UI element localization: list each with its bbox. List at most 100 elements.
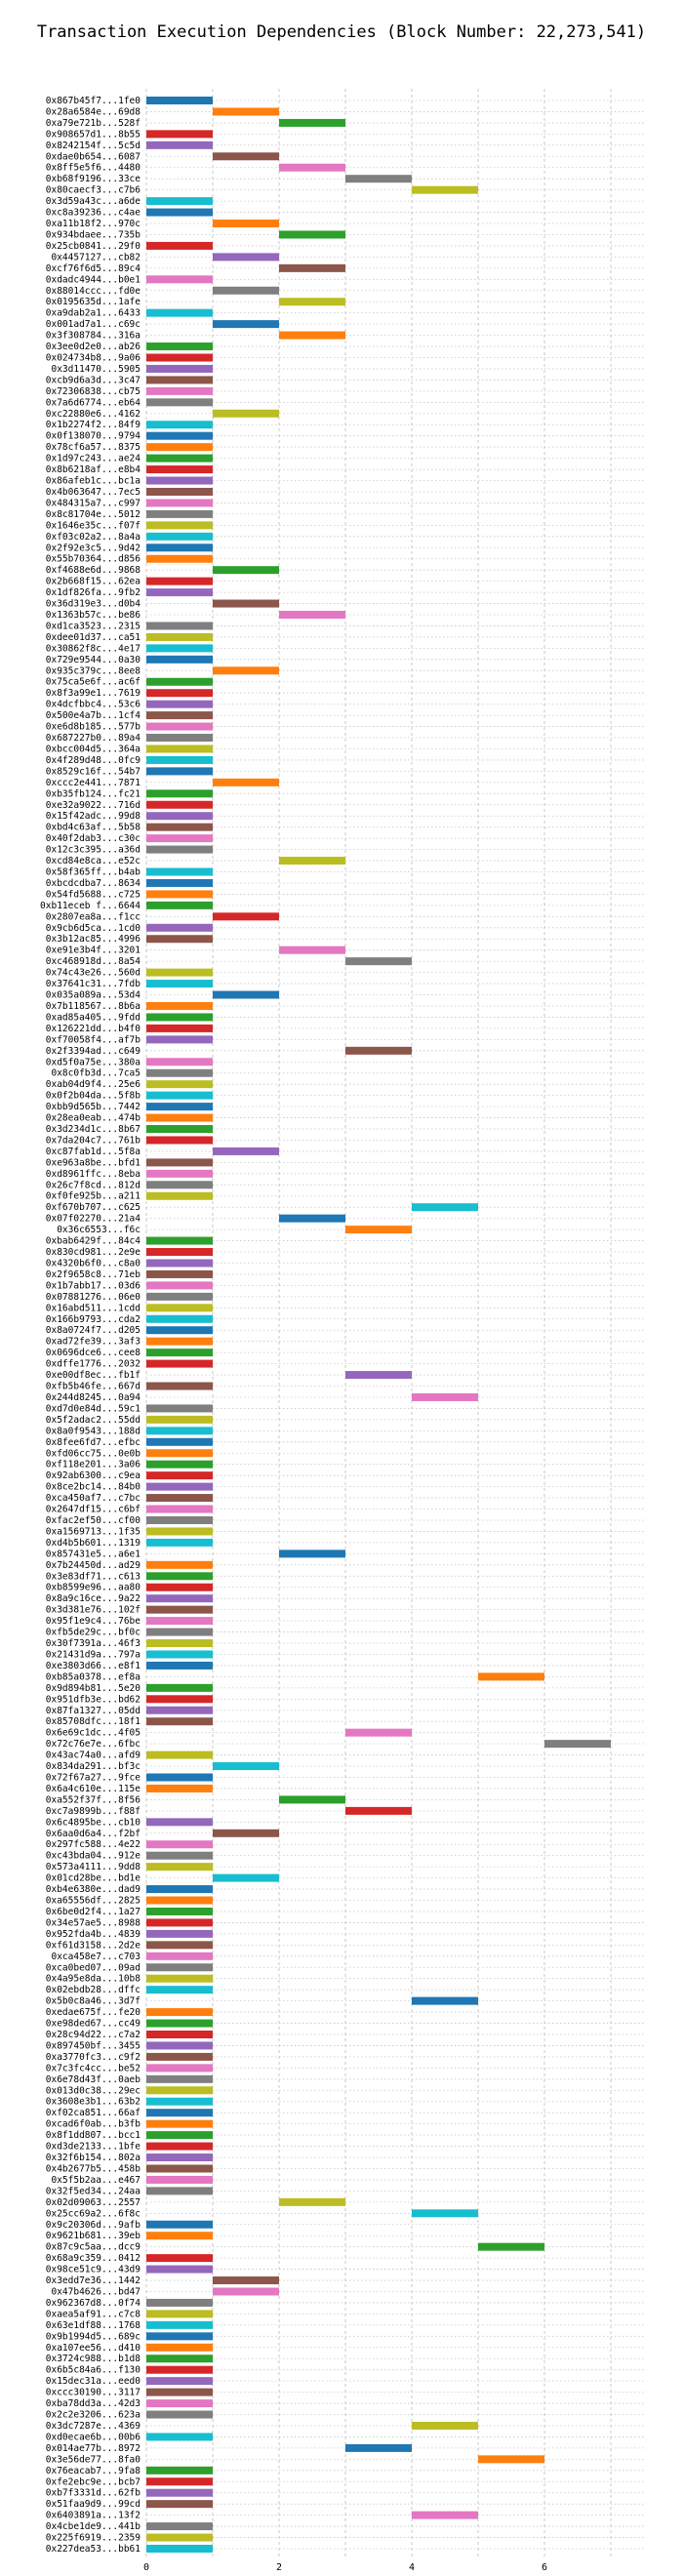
tx-bar: [146, 890, 213, 899]
tx-hash-label: 0x02d09063...2557: [46, 2197, 141, 2208]
tx-hash-label: 0x9621b681...39eb: [46, 2231, 141, 2241]
tx-hash-label: 0x78cf6a57...8375: [46, 442, 141, 453]
tx-bar: [146, 1605, 213, 1614]
tx-bar: [146, 1717, 213, 1726]
tx-bar: [213, 778, 279, 786]
tx-hash-label: 0x8a0724f7...d205: [46, 1325, 141, 1336]
tx-hash-label: 0x8ff5e5f6...4480: [46, 163, 141, 174]
tx-hash-label: 0x85708dfc...18f1: [46, 1716, 141, 1727]
tx-hash-label: 0x7c3fc4cc...be52: [46, 2063, 141, 2073]
tx-bar: [146, 2500, 213, 2509]
tx-bar: [213, 1829, 279, 1837]
tx-hash-label: 0x30f7391a...46f3: [46, 1638, 141, 1649]
tx-bar: [146, 1617, 213, 1626]
tx-hash-label: 0x75ca5e6f...ac6f: [46, 677, 141, 688]
tx-bar: [146, 812, 213, 821]
tx-bar: [146, 342, 213, 351]
tx-bar: [146, 711, 213, 720]
tx-bar: [412, 1203, 478, 1212]
tx-bar: [146, 1482, 213, 1491]
tx-bar: [146, 901, 213, 909]
tx-hash-label: 0x37641c31...7fdb: [46, 979, 141, 989]
tx-bar: [146, 789, 213, 798]
tx-hash-label: 0x3b12ac85...4996: [46, 934, 141, 945]
tx-bar: [146, 644, 213, 653]
tx-hash-label: 0x024734b8...9a06: [46, 353, 141, 364]
tx-hash-label: 0x76eacab7...9fa8: [46, 2466, 141, 2476]
tx-hash-label: 0x8f1dd807...bcc1: [46, 2130, 141, 2141]
tx-hash-label: 0x2807ea8a...f1cc: [46, 911, 141, 922]
tx-hash-label: 0xd0ecae6b...00b6: [46, 2432, 141, 2442]
tx-hash-label: 0xd5f0a75e...380a: [46, 1057, 141, 1067]
tx-hash-label: 0x897450bf...3455: [46, 2040, 141, 2051]
tx-hash-label: 0xca0bed07...09ad: [46, 1962, 141, 1973]
tx-hash-label: 0x07881276...06e0: [46, 1292, 141, 1303]
tx-hash-label: 0xc468918d...8a54: [46, 956, 141, 967]
tx-bar: [146, 1437, 213, 1446]
tx-hash-label: 0x2c2e3206...623a: [46, 2410, 141, 2421]
tx-hash-label: 0x51faa9d9...99cd: [46, 2499, 141, 2510]
tx-hash-label: 0x3d234d1c...8b67: [46, 1124, 141, 1135]
tx-bar: [213, 286, 279, 295]
tx-bar: [146, 364, 213, 373]
tx-hash-label: 0x834da291...bf3c: [46, 1761, 141, 1772]
tx-bar: [146, 845, 213, 854]
tx-bar: [146, 2153, 213, 2162]
tx-bar: [146, 2377, 213, 2386]
tx-hash-label: 0x55b70364...d856: [46, 554, 141, 565]
tx-bar: [146, 1281, 213, 1290]
tx-hash-label: 0x1d97c243...ae24: [46, 454, 141, 464]
tx-hash-label: 0x8242154f...5c5d: [46, 141, 141, 151]
tx-bar: [146, 1404, 213, 1413]
tx-bar: [146, 1784, 213, 1792]
tx-bar: [146, 2545, 213, 2553]
tx-bar: [146, 421, 213, 429]
tx-bar: [146, 2187, 213, 2195]
tx-hash-label: 0x6c4895be...cb10: [46, 1817, 141, 1828]
tx-bar: [146, 521, 213, 530]
tx-bar: [279, 331, 345, 340]
tx-hash-label: 0xbcc004d5...364a: [46, 744, 141, 754]
tx-hash-label: 0x951dfb3e...bd62: [46, 1694, 141, 1705]
tx-hash-label: 0x687227b0...89a4: [46, 733, 141, 744]
tx-hash-label: 0xad72fe39...3af3: [46, 1337, 141, 1348]
tx-hash-label: 0x1646e35c...f07f: [46, 520, 141, 531]
tx-bar: [146, 1292, 213, 1301]
tx-bar: [478, 2455, 544, 2464]
tx-hash-label: 0xfb5b46fe...667d: [46, 1382, 141, 1392]
tx-bar: [213, 566, 279, 575]
tx-bar: [146, 867, 213, 876]
tx-hash-label: 0x36d319e3...d0b4: [46, 599, 141, 610]
tx-bar: [345, 175, 412, 183]
tx-bar: [146, 823, 213, 831]
tx-hash-label: 0xad85a405...9fdd: [46, 1012, 141, 1023]
tx-bar: [146, 2119, 213, 2128]
tx-hash-label: 0xa3770fc3...c9f2: [46, 2052, 141, 2063]
tx-hash-label: 0x934bdaee...735b: [46, 229, 141, 240]
tx-hash-label: 0xd1ca3523...2315: [46, 621, 141, 631]
tx-bar: [146, 1952, 213, 1960]
tx-hash-label: 0x6a4c610e...115e: [46, 1784, 141, 1794]
tx-hash-label: 0x8c0fb3d...7ca5: [51, 1068, 141, 1079]
tx-hash-label: 0x0f138070...9794: [46, 431, 141, 442]
tx-hash-label: 0x6b5c84a6...f130: [46, 2365, 141, 2376]
tx-hash-label: 0xca450af7...c7bc: [46, 1493, 141, 1504]
tx-hash-label: 0x6403891a...13f2: [46, 2511, 141, 2521]
tx-bar: [146, 554, 213, 563]
tx-bar: [146, 1572, 213, 1581]
tx-hash-label: 0x47b4626...bd47: [51, 2286, 141, 2297]
tx-bar: [213, 253, 279, 262]
tx-hash-label: 0xccc30190...3117: [46, 2388, 141, 2398]
tx-bar: [146, 1494, 213, 1503]
tx-hash-label: 0xbab6429f...84c4: [46, 1236, 141, 1247]
tx-bar: [213, 1873, 279, 1882]
tx-bar: [146, 2086, 213, 2095]
tx-hash-label: 0x908657d1...8b55: [46, 129, 141, 140]
tx-bar: [279, 263, 345, 272]
tx-hash-label: 0x4f289d48...0fc9: [46, 755, 141, 766]
tx-bar: [345, 1806, 412, 1815]
tx-bar: [279, 118, 345, 127]
tx-hash-label: 0x5f5b2aa...e467: [51, 2175, 141, 2186]
tx-bar: [146, 2220, 213, 2229]
tx-bar: [146, 141, 213, 149]
